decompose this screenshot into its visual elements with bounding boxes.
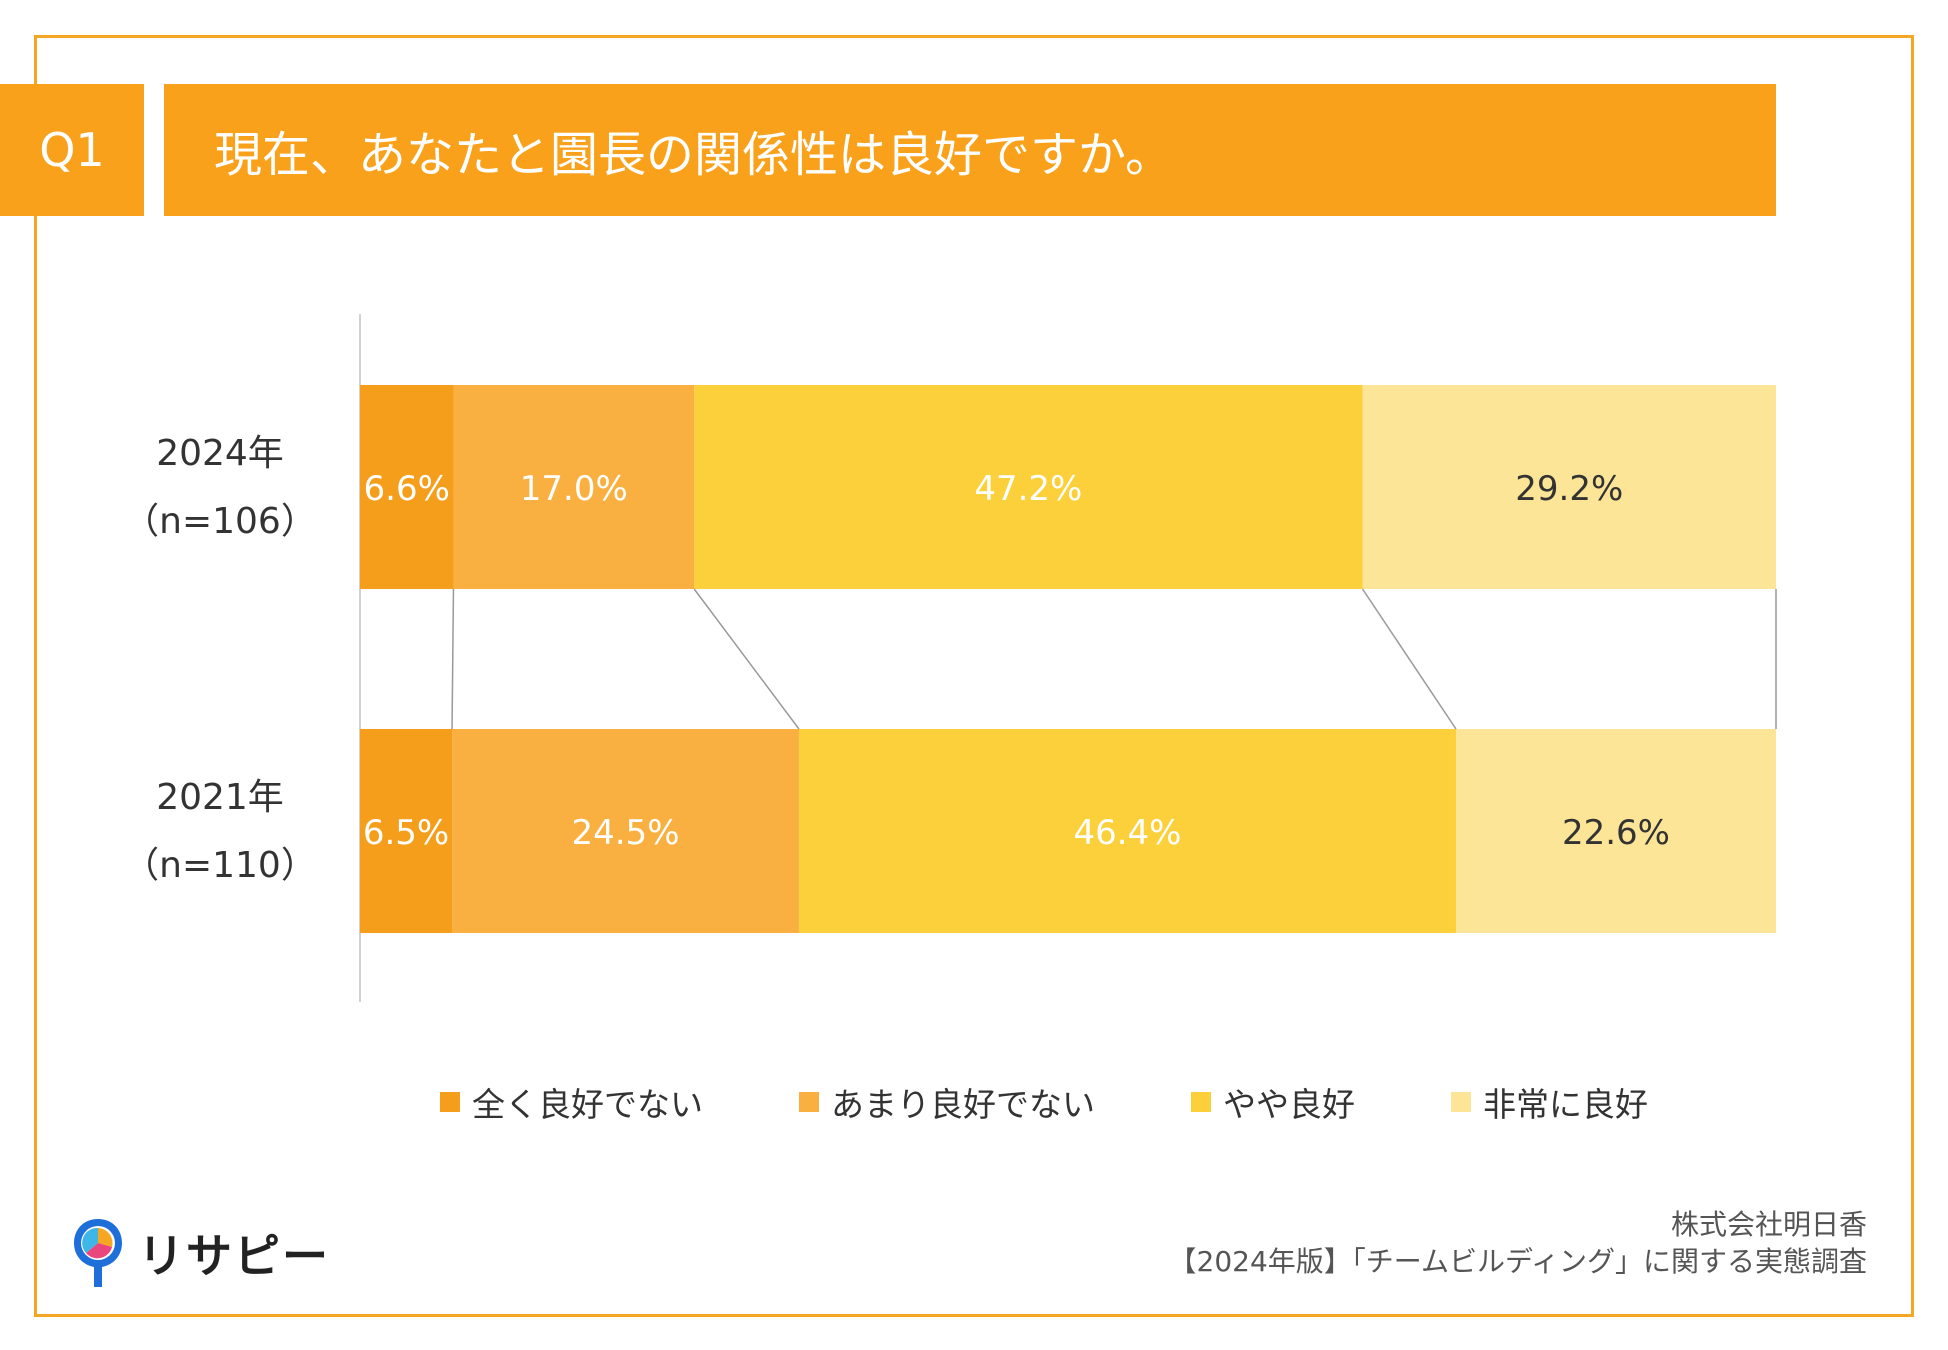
question-text: 現在、あなたと園長の関係性は良好ですか。 (214, 127, 1174, 183)
question-banner: 現在、あなたと園長の関係性は良好ですか。 (164, 84, 1776, 216)
legend-swatch (799, 1092, 819, 1112)
bar-segment-0-1 (453, 385, 695, 589)
bar-segment-0-3 (1362, 385, 1776, 589)
bar-segment-1-2 (798, 729, 1456, 933)
bar-segment-1-0 (360, 729, 453, 933)
legend-item: 全く良好でない (440, 1078, 703, 1126)
data-label-1-1: 24.5% (571, 813, 679, 853)
data-label-0-1: 17.0% (520, 469, 628, 509)
data-label-1-3: 22.6% (1562, 813, 1670, 853)
logo-text: リサピー (138, 1229, 330, 1283)
legend-item: あまり良好でない (799, 1078, 1095, 1126)
series-connector-line (693, 588, 800, 730)
legend-item: やや良好 (1191, 1078, 1355, 1126)
series-connector-line (451, 588, 455, 730)
legend-swatch (1191, 1092, 1211, 1112)
legend-swatch (440, 1092, 460, 1112)
pin-logo-icon (74, 1219, 122, 1287)
legend-item: 非常に良好 (1451, 1078, 1648, 1126)
bar-segment-0-2 (694, 385, 1363, 589)
risapi-logo: リサピー (70, 1215, 330, 1291)
question-number-badge: Q1 (0, 84, 144, 216)
data-label-1-2: 46.4% (1073, 813, 1181, 853)
company-name: 株式会社明日香 (1670, 1208, 1867, 1241)
question-number: Q1 (39, 123, 105, 177)
data-label-0-2: 47.2% (974, 469, 1082, 509)
data-label-1-0: 6.5% (363, 813, 449, 853)
category-label-year: 2024年 (156, 433, 284, 474)
legend-label: 非常に良好 (1483, 1085, 1648, 1124)
category-label-year: 2021年 (156, 777, 284, 818)
bar-segment-1-3 (1455, 729, 1776, 933)
chart-legend: 全く良好でない あまり良好でない やや良好 非常に良好 (440, 1072, 1648, 1132)
data-label-0-0: 6.6% (364, 469, 450, 509)
legend-label: あまり良好でない (831, 1085, 1095, 1124)
data-label-0-3: 29.2% (1515, 469, 1623, 509)
bar-segment-1-1 (452, 729, 799, 933)
bar-segment-0-0 (360, 385, 454, 589)
category-label-n: （n=106） (123, 501, 317, 542)
series-connector-line (1361, 588, 1457, 730)
credit-block: 株式会社明日香 【2024年版】「チームビルディング」に関する実態調査 (1169, 1206, 1867, 1280)
category-label-n: （n=110） (123, 845, 317, 886)
survey-title: 【2024年版】「チームビルディング」に関する実態調査 (1168, 1245, 1867, 1278)
legend-label: 全く良好でない (472, 1085, 703, 1124)
legend-label: やや良好 (1223, 1085, 1355, 1124)
legend-swatch (1451, 1092, 1471, 1112)
outer-frame (34, 35, 1914, 1317)
